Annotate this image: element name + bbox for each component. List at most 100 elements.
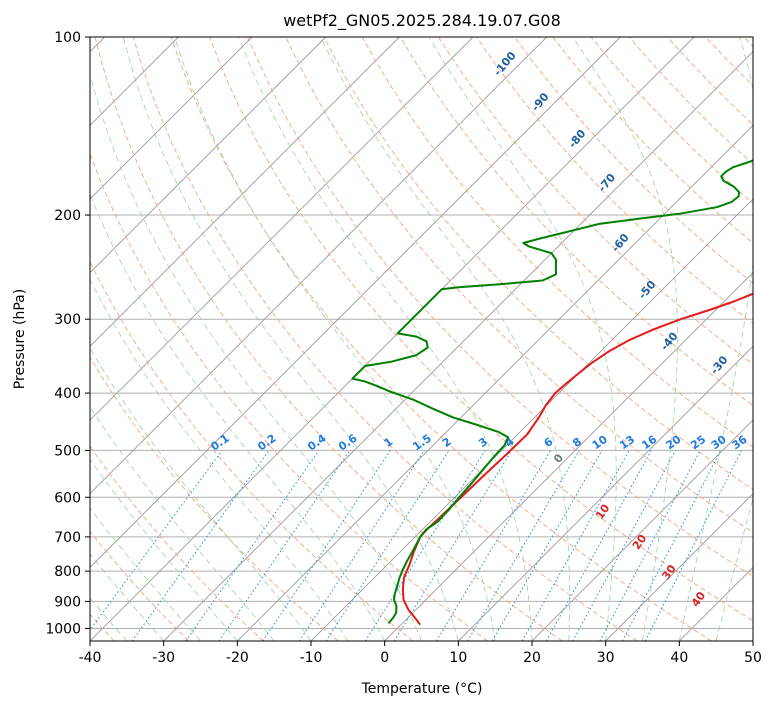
dry-adiabat <box>132 37 638 641</box>
mixing-ratio-line <box>644 450 742 641</box>
dry-adiabat-label: -50 <box>636 278 659 302</box>
x-tick-label: 20 <box>523 650 541 666</box>
chart-title: wetPf2_GN05.2025.284.19.07.G08 <box>283 11 561 31</box>
dry-adiabat <box>247 37 753 577</box>
isotherm-line <box>90 37 695 641</box>
dry-adiabat-label: -80 <box>566 127 589 151</box>
moist-adiabat <box>90 597 128 641</box>
isotherm-line <box>679 566 753 641</box>
y-tick-label: 600 <box>54 490 81 506</box>
dry-adiabat-label: -70 <box>596 171 619 195</box>
moist-adiabat <box>320 37 570 641</box>
mixing-ratio-label: 10 <box>590 433 610 453</box>
dry-adiabat <box>90 356 339 641</box>
y-tick-label: 900 <box>54 594 81 610</box>
mixing-ratio-label: 25 <box>688 433 708 452</box>
y-tick-label: 300 <box>54 312 81 328</box>
dry-adiabat <box>323 37 753 491</box>
y-axis-label: Pressure (hPa) <box>12 289 28 389</box>
mixing-ratio-line <box>364 450 486 641</box>
dry-adiabat-label: -20 <box>753 382 775 406</box>
x-tick-label: -10 <box>300 650 323 666</box>
dry-adiabat-label: -90 <box>529 90 552 114</box>
dry-adiabat <box>667 37 753 126</box>
moist-adiabat <box>90 193 386 641</box>
moist-adiabat <box>90 347 312 641</box>
isotherm-line <box>384 272 753 641</box>
x-tick-label: 10 <box>449 650 467 666</box>
x-tick-label: -20 <box>226 650 249 666</box>
dry-adiabat <box>438 37 753 365</box>
dry-adiabat <box>399 37 753 406</box>
dry-adiabat <box>90 152 488 641</box>
y-tick-label: 700 <box>54 530 81 546</box>
mixing-ratio-line <box>298 450 425 641</box>
isotherm-line <box>458 345 753 641</box>
dry-adiabat <box>514 37 753 284</box>
mixing-ratio-line <box>545 450 652 641</box>
mixing-ratio-label: 30 <box>709 433 729 453</box>
moist-adiabat <box>715 496 753 641</box>
moist-adiabat <box>90 458 238 641</box>
isotherm-line <box>90 37 400 347</box>
mixing-ratio-line <box>325 450 450 641</box>
y-axis-ticks: 1000 900 800 700 600 500 400 300 200 100 <box>45 30 90 637</box>
dry-adiabat <box>90 530 190 641</box>
moist-adiabat-label: 40 <box>689 589 709 609</box>
mixing-ratio-label: 2 <box>440 435 454 450</box>
y-tick-label: 200 <box>54 208 81 224</box>
mixing-ratio-label: 6 <box>542 435 556 450</box>
mixing-ratio-line <box>262 450 391 641</box>
isotherm-line <box>90 37 621 568</box>
line-labels: 0.1 0.2 0.4 0.6 1 1.5 2 3 4 6 8 10 13 16 20 25 30 36-100-… <box>208 49 775 610</box>
isotherm-line <box>237 124 753 641</box>
mixing-ratio-label: 8 <box>570 435 584 450</box>
moist-adiabat <box>90 553 164 641</box>
dewpoint-profile <box>351 70 753 624</box>
x-tick-label: 50 <box>744 650 762 666</box>
dry-adiabat <box>705 37 753 87</box>
isotherm-line <box>163 51 753 641</box>
moist-adiabat <box>238 37 533 641</box>
dry-adiabat <box>590 37 753 205</box>
moist-adiabat-label: 0 <box>551 451 566 465</box>
mixing-ratio-line <box>131 450 270 641</box>
dry-adiabat <box>209 37 753 622</box>
x-tick-label: 30 <box>597 650 615 666</box>
x-axis-ticks: -40 -30 -20 -10 0 10 20 30 40 50 <box>79 641 762 666</box>
isotherm-line <box>310 198 753 641</box>
mixing-ratio-line <box>572 450 676 641</box>
moist-adiabat <box>174 37 496 641</box>
y-tick-label: 500 <box>54 443 81 459</box>
mixing-ratio-label: 13 <box>617 433 637 452</box>
y-tick-label: 400 <box>54 386 81 402</box>
x-tick-label: -30 <box>152 650 175 666</box>
mixing-ratio-line <box>435 450 552 641</box>
mixing-ratio-line <box>491 450 603 641</box>
moist-adiabat <box>572 37 679 641</box>
mixing-ratio-label: 36 <box>729 433 749 453</box>
isotherm-line <box>90 37 547 495</box>
dry-adiabat-label: -100 <box>491 49 519 79</box>
isotherm-line <box>90 37 474 421</box>
mixing-ratio-line <box>90 450 223 631</box>
moist-adiabat <box>752 639 753 641</box>
x-tick-label: 40 <box>670 650 688 666</box>
y-tick-label: 800 <box>54 564 81 580</box>
dry-adiabat <box>90 445 264 641</box>
mixing-ratio-line <box>467 450 580 641</box>
isotherm-line <box>90 37 326 274</box>
moist-adiabat <box>90 278 349 641</box>
dry-adiabat <box>170 37 712 641</box>
dry-adiabat <box>743 37 753 48</box>
y-tick-label: 100 <box>54 30 81 46</box>
moist-adiabat <box>90 72 422 641</box>
moist-adiabat <box>122 37 459 641</box>
mixing-ratio-line <box>393 450 513 641</box>
isotherm-line <box>605 493 753 641</box>
mixing-ratio-label: 20 <box>664 433 684 453</box>
mixing-ratio-line <box>521 450 630 641</box>
mixing-ratio-line <box>599 450 701 641</box>
moist-adiabat-label: 20 <box>630 532 650 552</box>
